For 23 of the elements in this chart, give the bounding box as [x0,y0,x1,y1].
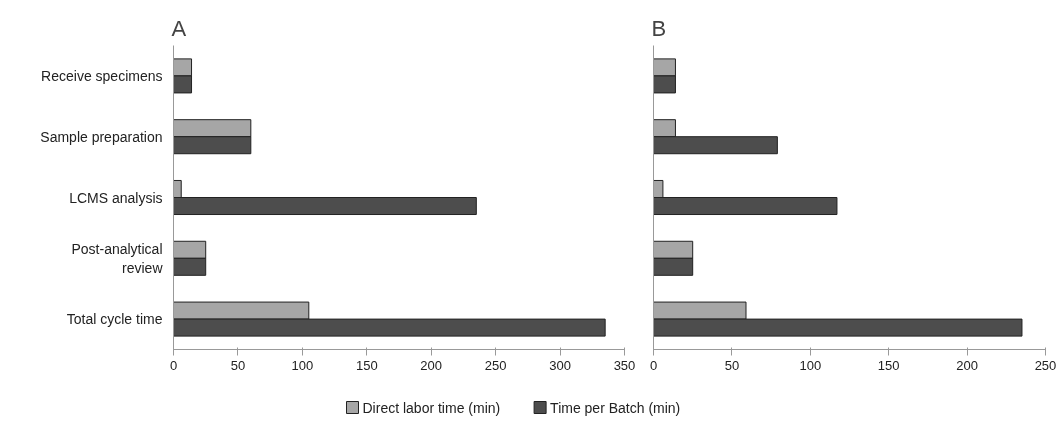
x-tick-label: 200 [956,357,978,373]
y-tick-label: Sample preparation [40,128,163,145]
x-tick-label: 50 [724,357,740,373]
x-tick-label: 50 [230,357,246,373]
x-tick-label: 0 [649,357,658,373]
x-tick-label: 100 [291,357,314,373]
x-tick-label: 300 [549,357,571,373]
x-tick-label: 250 [484,357,507,373]
x-tick-label: 150 [877,357,900,373]
chart-title: A [171,15,187,41]
legend-label: Direct labor time (min) [362,399,501,416]
y-tick-label: Receive specimens [41,67,163,84]
y-tick-label: Total cycle time [66,311,163,328]
x-tick-label: 250 [1034,357,1057,373]
chart-title: B [651,15,667,41]
x-tick-label: 200 [420,357,443,373]
x-tick-label: 150 [355,357,378,373]
legend-label: Time per Batch (min) [550,399,681,416]
y-tick-label: LCMS analysis [69,189,163,206]
y-tick-label: Post-analytical review [71,240,164,276]
x-tick-label: 350 [613,357,636,373]
x-tick-label: 100 [799,357,822,373]
x-tick-label: 0 [169,357,178,373]
